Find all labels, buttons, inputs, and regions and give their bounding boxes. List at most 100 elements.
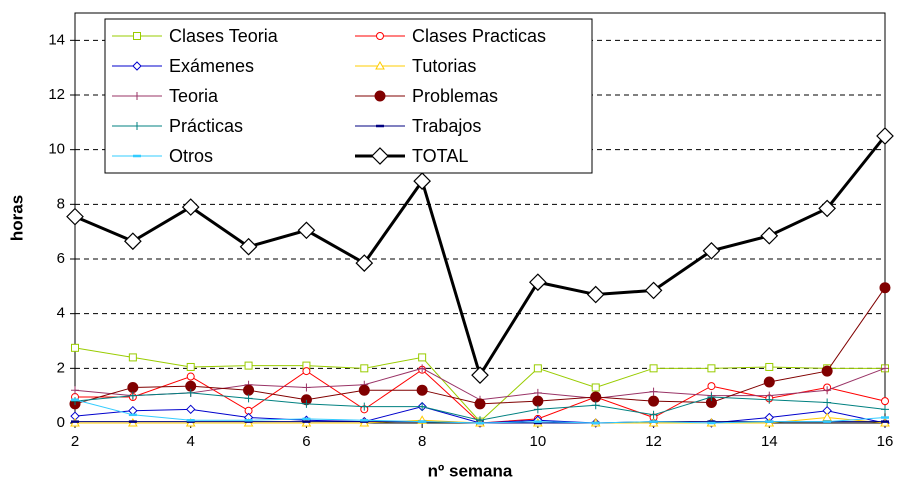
- y-tick-label: 2: [57, 359, 65, 376]
- marker: [823, 398, 832, 407]
- y-tick-label: 14: [48, 31, 65, 48]
- x-tick-label: 2: [71, 433, 79, 450]
- marker: [302, 383, 311, 392]
- marker: [133, 92, 141, 100]
- marker: [765, 362, 774, 371]
- x-tick-label: 4: [187, 433, 195, 450]
- legend-label: Clases Teoria: [169, 26, 279, 46]
- marker: [186, 372, 195, 381]
- legend-label: Prácticas: [169, 116, 243, 136]
- marker: [533, 388, 542, 397]
- legend-label: Teoria: [169, 86, 219, 106]
- marker: [649, 387, 658, 396]
- marker: [823, 386, 832, 395]
- legend: Clases Teoria Clases Practicas Exámenes Tut…: [104, 18, 593, 174]
- marker: [355, 254, 374, 272]
- marker: [707, 364, 716, 373]
- marker: [302, 399, 311, 408]
- marker: [881, 405, 889, 414]
- marker: [413, 172, 431, 190]
- marker: [297, 221, 316, 240]
- marker: [763, 376, 775, 388]
- x-tick-label: 8: [418, 433, 426, 450]
- marker: [702, 241, 721, 260]
- y-tick-label: 10: [48, 141, 65, 158]
- marker: [133, 122, 141, 130]
- y-tick-label: 6: [57, 250, 65, 267]
- marker: [243, 384, 255, 396]
- x-tick-label: 16: [877, 433, 894, 450]
- marker: [132, 61, 142, 71]
- marker: [128, 353, 137, 362]
- x-tick-label: 14: [761, 433, 778, 450]
- marker: [644, 281, 663, 300]
- marker: [375, 60, 385, 70]
- marker: [360, 402, 369, 411]
- x-axis-title: nº semana: [428, 461, 513, 480]
- marker: [881, 397, 889, 406]
- marker: [360, 364, 369, 373]
- marker: [71, 397, 79, 406]
- marker: [376, 32, 384, 40]
- marker: [533, 405, 542, 414]
- marker: [239, 237, 258, 256]
- marker: [586, 285, 605, 304]
- marker: [244, 394, 253, 403]
- y-tick-label: 4: [57, 305, 65, 322]
- marker: [124, 232, 142, 251]
- marker: [879, 282, 891, 294]
- marker: [591, 401, 600, 410]
- marker: [821, 365, 833, 377]
- marker: [181, 198, 200, 216]
- marker: [818, 199, 836, 218]
- y-axis-title: horas: [7, 195, 26, 241]
- marker: [186, 362, 195, 371]
- x-tick-label: 10: [530, 433, 547, 450]
- legend-label: Trabajos: [412, 116, 481, 136]
- marker: [590, 391, 602, 403]
- marker: [532, 395, 544, 407]
- legend-label: Clases Practicas: [412, 26, 546, 46]
- x-tick-label: 6: [302, 433, 310, 450]
- marker: [529, 273, 547, 292]
- marker: [707, 382, 716, 391]
- marker: [649, 364, 658, 373]
- legend-label: TOTAL: [412, 146, 468, 166]
- x-tick-label: 12: [645, 433, 662, 450]
- y-tick-label: 0: [57, 414, 65, 431]
- legend-box: [104, 18, 593, 174]
- marker: [302, 367, 311, 376]
- marker: [418, 353, 427, 362]
- legend-label: Exámenes: [169, 56, 254, 76]
- marker: [765, 395, 774, 404]
- marker: [533, 364, 542, 373]
- marker: [418, 364, 427, 373]
- marker: [416, 384, 428, 396]
- marker: [186, 404, 196, 415]
- marker: [591, 383, 600, 392]
- marker: [648, 395, 660, 407]
- marker: [71, 343, 79, 352]
- marker: [128, 391, 137, 400]
- marker: [66, 207, 84, 226]
- marker: [881, 364, 889, 373]
- marker: [71, 386, 79, 395]
- marker: [358, 384, 370, 396]
- marker: [707, 393, 716, 402]
- marker: [371, 147, 389, 165]
- marker: [649, 410, 658, 419]
- marker: [471, 366, 489, 385]
- marker: [876, 127, 894, 145]
- y-tick-label: 8: [57, 195, 65, 212]
- legend-label: Otros: [169, 146, 213, 166]
- legend-label: Problemas: [412, 86, 498, 106]
- marker: [133, 32, 141, 40]
- marker: [186, 388, 195, 397]
- marker: [244, 361, 253, 370]
- y-tick-label: 12: [48, 86, 65, 103]
- marker: [127, 381, 139, 393]
- marker: [760, 226, 779, 245]
- marker: [474, 398, 486, 410]
- marker: [418, 402, 427, 411]
